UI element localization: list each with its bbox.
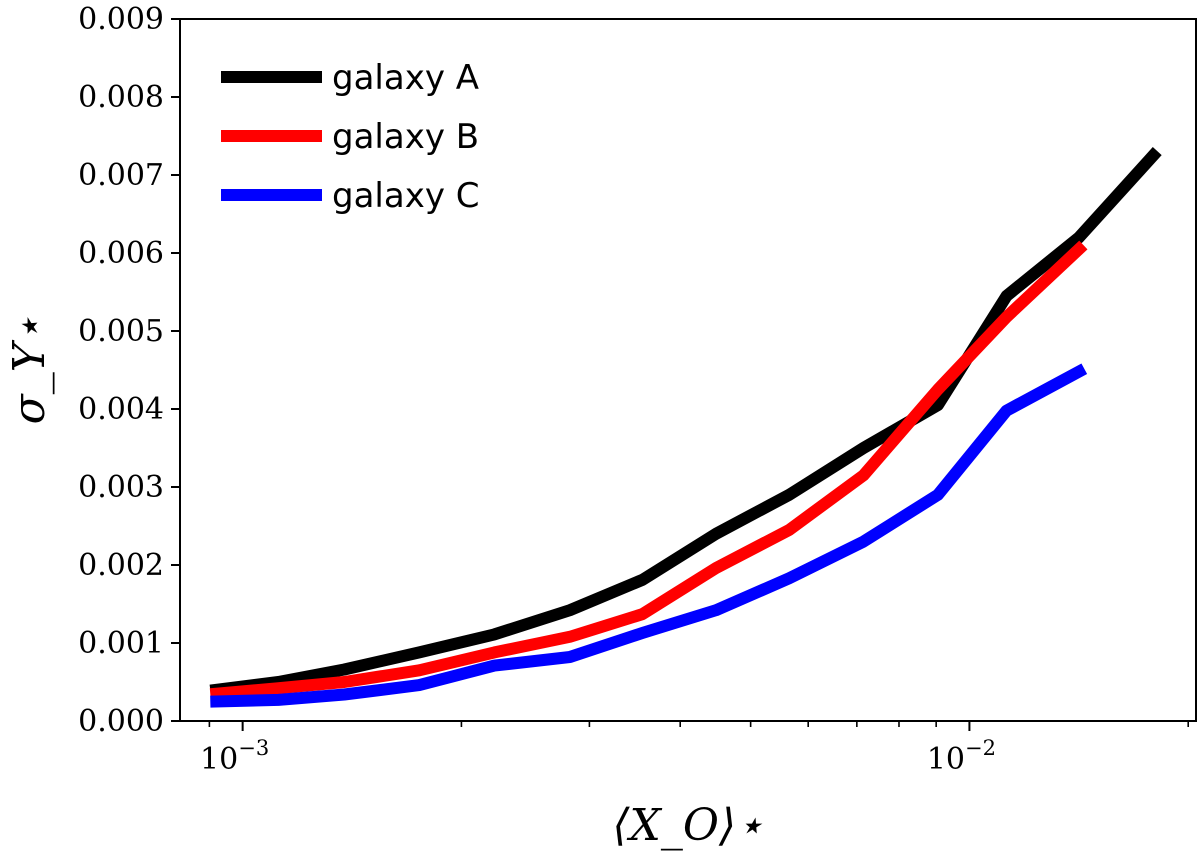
series-line-galaxy-a: [209, 147, 1162, 697]
series-layer: [209, 147, 1162, 708]
legend: galaxy A galaxy B galaxy C: [221, 58, 480, 216]
y-tick-label: 0.000: [78, 704, 164, 739]
y-axis-label: σ_Y⋆: [4, 316, 55, 425]
series-line-galaxy-b: [209, 240, 1088, 701]
y-tick-label: 0.008: [78, 80, 164, 115]
y-tick-label: 0.009: [78, 2, 164, 37]
axis-labels: ⟨X_O⟩⋆ σ_Y⋆: [4, 316, 764, 851]
legend-label: galaxy C: [332, 176, 480, 216]
y-tick-label: 0.004: [78, 392, 164, 427]
y-tick-label: 0.006: [78, 236, 164, 271]
x-axis-label: ⟨X_O⟩⋆: [612, 800, 763, 851]
y-tick-label: 0.002: [78, 548, 164, 583]
ticks-layer: 0.000 0.001 0.002 0.003 0.004 0.005 0.006 0.007…: [78, 2, 1190, 777]
y-tick-label: 0.005: [78, 314, 164, 349]
legend-label: galaxy A: [332, 58, 479, 98]
plot-frame: [179, 18, 1197, 722]
series-line-galaxy-c: [210, 363, 1088, 708]
legend-label: galaxy B: [332, 117, 479, 157]
x-tick-label: 10−3: [200, 736, 269, 777]
y-tick-label: 0.003: [78, 470, 164, 505]
y-tick-label: 0.007: [78, 158, 164, 193]
y-tick-label: 0.001: [78, 626, 164, 661]
